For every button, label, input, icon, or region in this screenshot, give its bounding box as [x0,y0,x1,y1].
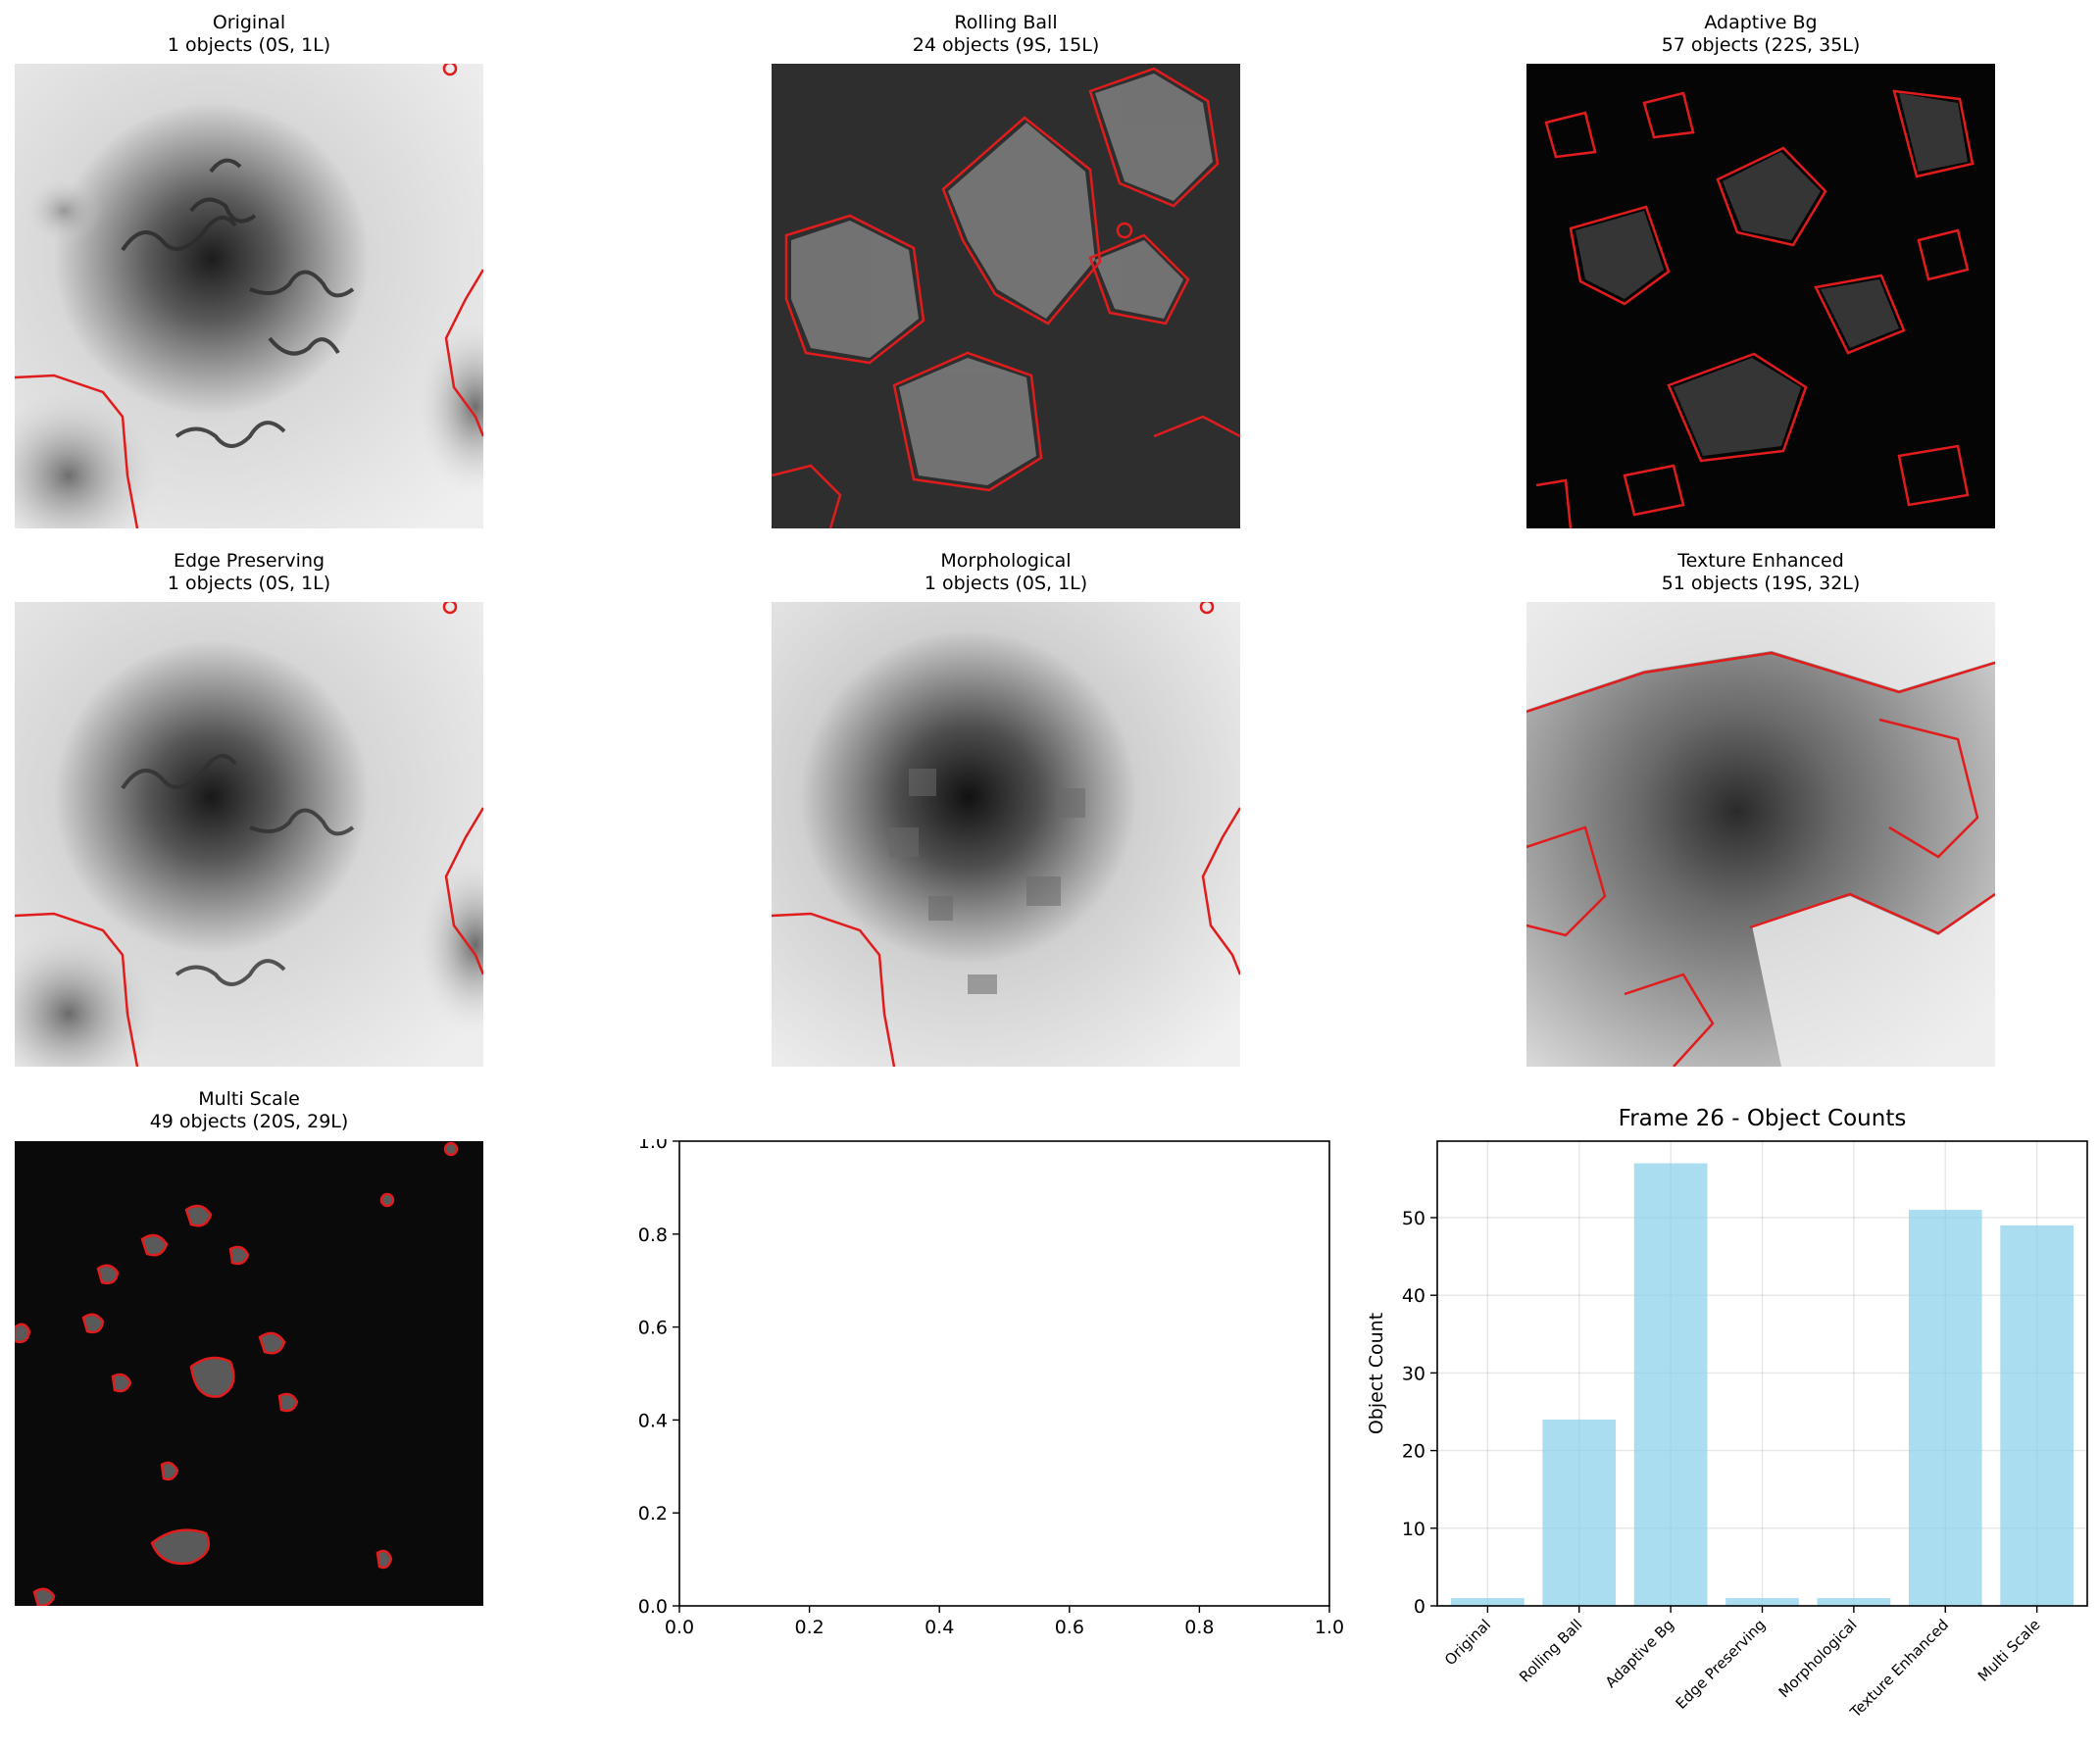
panel-object-count: 1 objects (0S, 1L) [167,573,331,594]
x-tick-label: 0.4 [925,1617,954,1638]
panel-name: Rolling Ball [954,12,1058,33]
y-tick-label: 0.2 [638,1503,668,1524]
bar-texture-enhanced [1908,1210,1982,1606]
y-tick-label: 0.8 [638,1224,668,1246]
x-tick-label: Morphological [1775,1616,1861,1701]
panel-title-original: Original 1 objects (0S, 1L) [15,12,483,57]
y-tick-label: 0 [1414,1596,1425,1618]
y-tick-label: 1.0 [638,1139,668,1153]
x-tick-label: Adaptive Bg [1602,1616,1677,1691]
x-tick-label: 0.6 [1055,1617,1084,1638]
panel-name: Morphological [940,550,1072,572]
image-texture-enhanced [1526,602,1995,1067]
y-tick-label: 40 [1402,1285,1425,1307]
x-tick-label: Edge Preserving [1673,1616,1770,1713]
image-edge-preserving [15,602,483,1067]
x-tick-label: Rolling Ball [1516,1616,1585,1685]
x-tick-label: 0.8 [1184,1617,1214,1638]
plot-frame [678,1140,1330,1607]
empty-axes-chart: 0.0 0.2 0.4 0.6 0.8 1.0 0.0 0.2 0.4 0.6 0.8 1.0 [638,1139,1344,1638]
image-multi-scale [15,1141,483,1606]
bar-adaptive-bg [1633,1163,1708,1606]
image-morphological [772,602,1240,1067]
panel-object-count: 1 objects (0S, 1L) [924,573,1088,594]
panel-name: Edge Preserving [173,550,325,572]
axes-frame [678,1140,1330,1607]
y-tick-label: 0.4 [638,1410,668,1431]
panel-name: Adaptive Bg [1704,12,1818,33]
y-ticks: 0.0 0.2 0.4 0.6 0.8 1.0 [638,1139,679,1618]
y-tick-label: 10 [1402,1519,1425,1540]
panel-title-rolling-ball: Rolling Ball 24 objects (9S, 15L) [772,12,1240,57]
object-count-bar-chart: 0 10 20 30 40 50 Original Rolling Ball Adaptive … [1366,1140,2088,1722]
panel-object-count: 49 objects (20S, 29L) [149,1111,349,1132]
panel-title-multi-scale: Multi Scale 49 objects (20S, 29L) [15,1088,483,1133]
bar-morphological [1817,1598,1891,1606]
x-ticks: 0.0 0.2 0.4 0.6 0.8 1.0 [665,1606,1344,1638]
bar-multi-scale [2000,1224,2074,1606]
bars [1451,1163,2074,1606]
x-tick-label: 0.2 [794,1617,824,1638]
panel-title-edge-preserving: Edge Preserving 1 objects (0S, 1L) [15,550,483,595]
y-axis-label: Object Count [1366,1313,1387,1434]
panel-name: Original [212,12,286,33]
x-tick-label: 0.0 [665,1617,694,1638]
bar-original [1451,1598,1525,1606]
y-ticks: 0 10 20 30 40 50 [1402,1208,1437,1618]
panel-object-count: 57 objects (22S, 35L) [1661,34,1861,56]
image-adaptive-bg [1526,64,1995,528]
x-tick-label: Original [1441,1616,1494,1669]
x-tick-label: Multi Scale [1975,1616,2044,1685]
panel-title-morphological: Morphological 1 objects (0S, 1L) [772,550,1240,595]
bar-edge-preserving [1725,1598,1799,1606]
y-tick-label: 30 [1402,1363,1425,1384]
panel-title-adaptive-bg: Adaptive Bg 57 objects (22S, 35L) [1526,12,1995,57]
panel-object-count: 1 objects (0S, 1L) [167,34,331,56]
y-tick-label: 0.0 [638,1596,668,1618]
x-tick-label: 1.0 [1315,1617,1344,1638]
panel-name: Texture Enhanced [1677,550,1844,572]
bar-rolling-ball [1542,1419,1617,1606]
panel-object-count: 51 objects (19S, 32L) [1661,573,1861,594]
image-original [15,64,483,528]
y-tick-label: 0.6 [638,1318,668,1339]
y-tick-label: 20 [1402,1441,1425,1463]
panel-name: Multi Scale [198,1088,300,1110]
panel-object-count: 24 objects (9S, 15L) [912,34,1100,56]
image-rolling-ball [772,64,1240,528]
x-tick-label: Texture Enhanced [1846,1616,1952,1722]
grid [1437,1141,2087,1607]
bar-chart-title: Frame 26 - Object Counts [1618,1106,1907,1131]
y-tick-label: 50 [1402,1208,1425,1229]
panel-title-texture-enhanced: Texture Enhanced 51 objects (19S, 32L) [1526,550,1995,595]
